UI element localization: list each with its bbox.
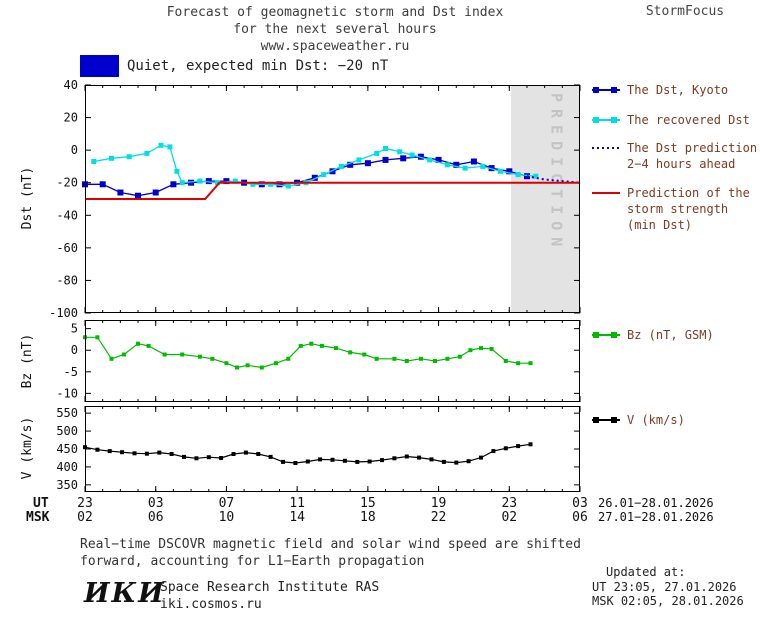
legend-dst-kyoto: The Dst, Kyoto xyxy=(592,82,728,98)
legend-v: V (km/s) xyxy=(592,412,685,428)
svg-text:14: 14 xyxy=(289,510,305,525)
svg-text:07: 07 xyxy=(219,496,235,511)
updated-at-label: Updated at: xyxy=(606,565,686,579)
svg-text:23: 23 xyxy=(501,496,517,511)
v-axis-label: V (km/s) xyxy=(20,416,35,480)
svg-text:10: 10 xyxy=(219,510,235,525)
dst-kyoto-swatch-icon xyxy=(592,87,620,93)
iki-logo: ИКИ xyxy=(84,578,166,609)
msk-date-range: 27.01−28.01.2026 xyxy=(598,510,714,524)
svg-text:06: 06 xyxy=(572,510,588,525)
svg-text:-100: -100 xyxy=(49,306,78,320)
svg-text:22: 22 xyxy=(431,510,447,525)
svg-text:-80: -80 xyxy=(56,273,78,287)
legend-label-recovered-dst: The recovered Dst xyxy=(627,113,750,127)
dst-prediction-swatch-icon xyxy=(592,147,620,149)
page-title: Forecast of geomagnetic storm and Dst in… xyxy=(85,4,585,55)
svg-text:11: 11 xyxy=(289,496,305,511)
svg-text:450: 450 xyxy=(56,442,78,456)
svg-text:15: 15 xyxy=(360,496,376,511)
svg-text:06: 06 xyxy=(148,510,164,525)
bz-swatch-icon xyxy=(592,332,620,338)
legend-bz: Bz (nT, GSM) xyxy=(592,327,714,343)
storm-strength-swatch-icon xyxy=(592,192,620,194)
footnote-line-1: Real−time DSCOVR magnetic field and sola… xyxy=(80,537,581,552)
ut-date-range: 26.01−28.01.2026 xyxy=(598,496,714,510)
recovered-dst-swatch-icon xyxy=(592,117,620,123)
legend-storm-strength: Prediction of the storm strength (min Ds… xyxy=(592,185,750,233)
footnote: Real−time DSCOVR magnetic field and sola… xyxy=(80,536,581,570)
legend-label-storm-strength-3: (min Dst) xyxy=(627,218,693,232)
msk-row-label: MSK xyxy=(26,510,50,525)
footnote-line-2: forward, accounting for L1−Earth propaga… xyxy=(80,554,425,569)
svg-text:18: 18 xyxy=(360,510,376,525)
institute-name: Space Research Institute RAS xyxy=(160,580,380,595)
svg-text:02: 02 xyxy=(77,510,93,525)
svg-text:0: 0 xyxy=(71,143,78,157)
legend-label-v: V (km/s) xyxy=(627,413,685,427)
svg-text:500: 500 xyxy=(56,424,78,438)
svg-text:-60: -60 xyxy=(56,241,78,255)
updated-ut-time: UT 23:05, 27.01.2026 xyxy=(592,580,737,594)
legend-label-storm-strength-2: storm strength xyxy=(627,202,729,216)
legend-label-storm-strength-1: Prediction of the xyxy=(627,186,750,200)
legend-label-dst-kyoto: The Dst, Kyoto xyxy=(627,83,729,97)
legend-dst-prediction: The Dst prediction 2−4 hours ahead xyxy=(592,140,757,172)
svg-text:02: 02 xyxy=(501,510,517,525)
bz-chart: 5 0 -5 -10 xyxy=(56,320,581,402)
v-swatch-icon xyxy=(592,417,620,423)
institute-site: iki.cosmos.ru xyxy=(160,597,262,612)
svg-text:03: 03 xyxy=(148,496,164,511)
svg-text:-10: -10 xyxy=(56,386,78,400)
svg-text:0: 0 xyxy=(71,343,78,357)
svg-text:400: 400 xyxy=(56,460,78,474)
status-text: Quiet, expected min Dst: −20 nT xyxy=(127,58,389,74)
quiet-level-swatch xyxy=(80,55,119,77)
svg-text:03: 03 xyxy=(572,496,588,511)
ut-row-label: UT xyxy=(33,496,49,511)
legend-recovered-dst: The recovered Dst xyxy=(592,112,750,128)
svg-text:350: 350 xyxy=(56,478,78,492)
v-chart: 5505004504003502302030607101114151819222… xyxy=(56,406,588,525)
title-line-3: www.spaceweather.ru xyxy=(260,39,410,54)
updated-msk-time: MSK 02:05, 28.01.2026 xyxy=(592,594,744,608)
svg-text:5: 5 xyxy=(71,322,78,336)
bz-axis-label: Bz (nT) xyxy=(20,333,35,389)
title-line-2: for the next several hours xyxy=(233,22,437,37)
legend-label-dst-prediction-2: 2−4 hours ahead xyxy=(627,157,736,171)
brand-stormfocus: StormFocus xyxy=(645,4,725,19)
svg-text:40: 40 xyxy=(64,78,78,92)
title-line-1: Forecast of geomagnetic storm and Dst in… xyxy=(166,5,504,20)
legend-label-bz: Bz (nT, GSM) xyxy=(627,328,714,342)
svg-text:-20: -20 xyxy=(56,176,78,190)
svg-text:-5: -5 xyxy=(64,365,78,379)
dst-axis-label: Dst (nT) xyxy=(20,166,35,230)
legend-label-dst-prediction-1: The Dst prediction xyxy=(627,141,758,155)
svg-text:20: 20 xyxy=(64,111,78,125)
svg-text:550: 550 xyxy=(56,406,78,420)
svg-text:PREDICTION: PREDICTION xyxy=(548,93,566,253)
status-bar: Quiet, expected min Dst: −20 nT xyxy=(80,54,388,78)
svg-text:23: 23 xyxy=(77,496,93,511)
svg-text:-40: -40 xyxy=(56,208,78,222)
svg-text:19: 19 xyxy=(431,496,447,511)
dst-chart: PREDICTION 40 20 0 -20 -40 -60 -80 -100 xyxy=(49,78,581,320)
